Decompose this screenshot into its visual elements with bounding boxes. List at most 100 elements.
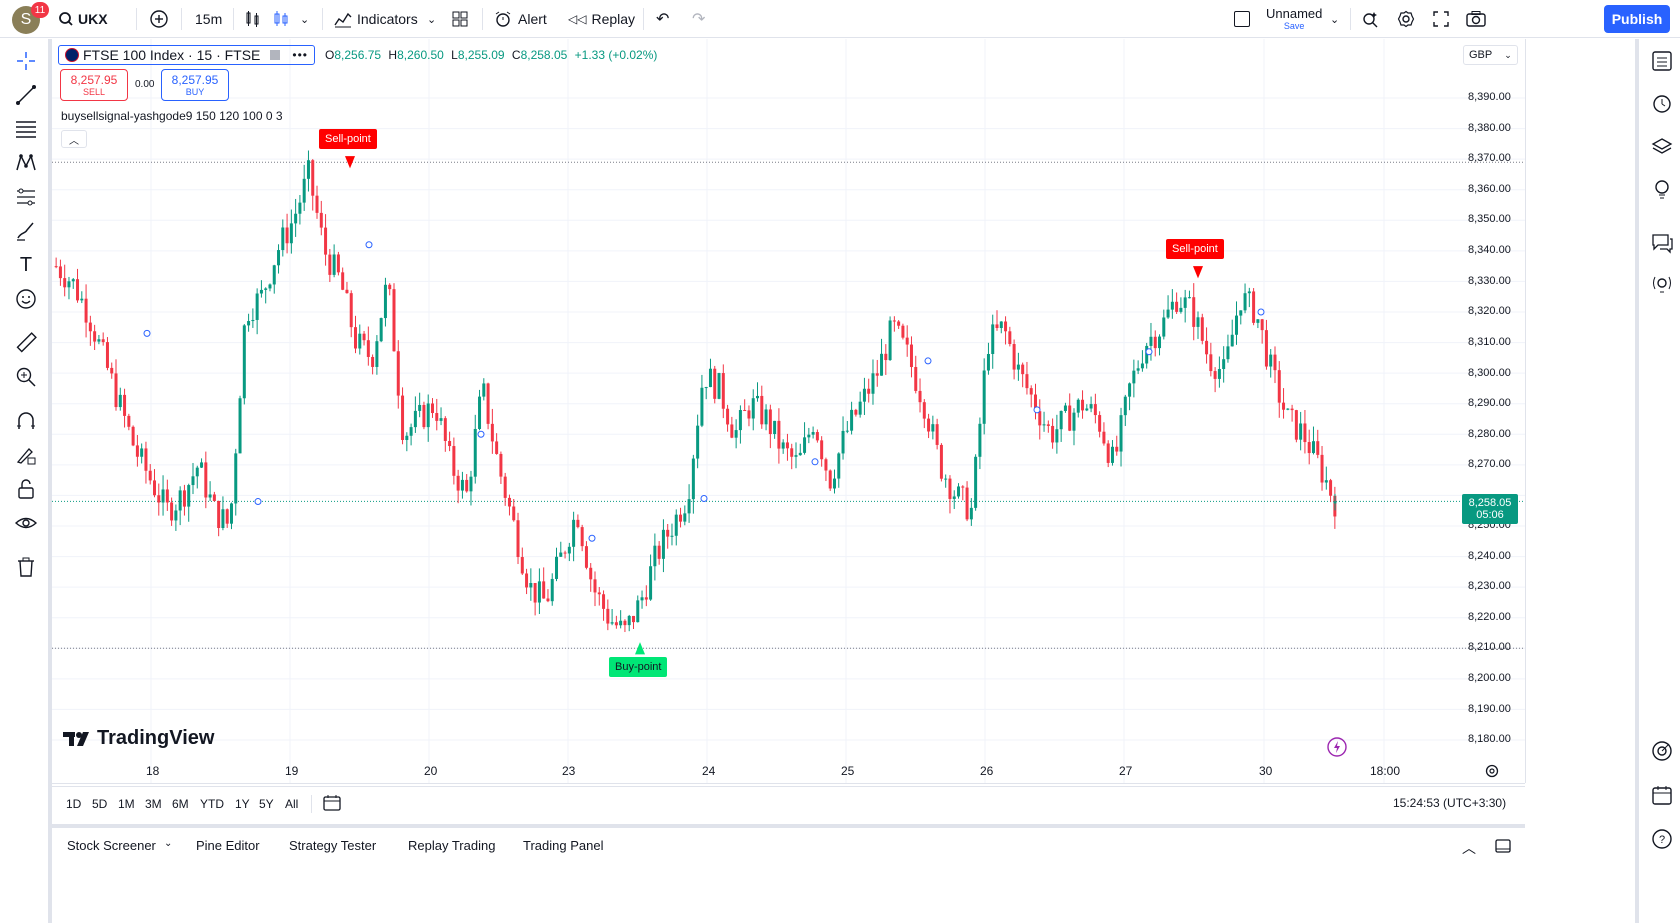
range-6m[interactable]: 6M — [172, 797, 189, 811]
snapshot-button[interactable] — [1466, 0, 1486, 38]
signals-icon[interactable] — [1648, 271, 1676, 299]
trend-line-icon[interactable] — [12, 81, 40, 109]
redo-icon[interactable]: ↷ — [692, 11, 706, 28]
calendar-icon[interactable] — [1648, 781, 1676, 809]
range-ytd[interactable]: YTD — [200, 797, 224, 811]
pattern-icon[interactable] — [12, 149, 40, 177]
templates-button[interactable] — [451, 0, 469, 38]
tab-trading-panel[interactable]: Trading Panel — [523, 838, 604, 853]
stay-drawing-icon[interactable] — [12, 441, 40, 469]
sell-button[interactable]: 8,257.95 SELL — [60, 69, 128, 101]
magnet-icon[interactable] — [12, 407, 40, 435]
target-icon[interactable] — [1648, 737, 1676, 765]
layers-icon[interactable] — [1648, 133, 1676, 161]
tab-pine-editor[interactable]: Pine Editor — [196, 838, 260, 853]
candle-body — [499, 453, 503, 477]
candle-body — [482, 383, 486, 397]
bar-style-button[interactable] — [244, 0, 262, 38]
fullscreen-button[interactable] — [1432, 0, 1450, 38]
chevron-down-icon[interactable]: ⌄ — [1330, 13, 1340, 26]
tab-stock-screener[interactable]: Stock Screener — [67, 838, 156, 853]
range-all[interactable]: All — [285, 797, 299, 811]
help-icon[interactable]: ? — [1648, 825, 1676, 853]
price-axis-label: 8,220.00 — [1468, 611, 1511, 623]
candle-body — [1021, 364, 1025, 375]
symbol-search[interactable]: UKX — [58, 0, 108, 38]
square-icon — [1234, 11, 1250, 27]
candle-body — [242, 325, 246, 399]
candle-body — [854, 409, 858, 415]
candle-body — [495, 441, 499, 454]
candle-body — [811, 432, 815, 435]
chart-clock[interactable]: 15:24:53 (UTC+3:30) — [1393, 796, 1507, 810]
candle-body — [1192, 297, 1196, 327]
compare-button[interactable] — [149, 0, 169, 38]
lightning-icon[interactable] — [1327, 737, 1347, 762]
range-1m[interactable]: 1M — [118, 797, 135, 811]
range-1y[interactable]: 1Y — [235, 797, 250, 811]
candle-body — [345, 289, 349, 294]
collapse-legend-button[interactable]: ︿ — [61, 130, 87, 148]
publish-button[interactable]: Publish — [1604, 5, 1670, 33]
horizontal-lines-icon[interactable] — [12, 115, 40, 143]
brush-icon[interactable] — [12, 217, 40, 245]
axis-settings-icon[interactable] — [1485, 764, 1499, 783]
idea-bulb-icon[interactable] — [1648, 175, 1676, 203]
range-5d[interactable]: 5D — [92, 797, 108, 811]
lock-icon[interactable] — [12, 475, 40, 503]
candle-body — [281, 227, 285, 251]
tab-strategy-tester[interactable]: Strategy Tester — [289, 838, 377, 853]
settings-button[interactable] — [1397, 0, 1415, 38]
range-3m[interactable]: 3M — [145, 797, 162, 811]
eye-icon[interactable] — [12, 509, 40, 537]
zoom-in-icon[interactable] — [12, 363, 40, 391]
smiley-icon[interactable] — [12, 285, 40, 313]
interval-button[interactable]: 15m — [195, 11, 223, 27]
candle-body — [730, 424, 734, 438]
replay-button[interactable]: ◁◁ Replay — [568, 0, 635, 38]
undo-icon[interactable]: ↶ — [656, 11, 670, 28]
candle-body — [1098, 415, 1102, 432]
candle-body — [679, 514, 683, 522]
tab-replay-trading[interactable]: Replay Trading — [408, 838, 496, 853]
chevron-down-icon[interactable]: ⌄ — [300, 13, 310, 26]
tradingview-logo[interactable]: TradingView — [63, 727, 214, 750]
go-to-date-icon[interactable] — [323, 794, 341, 817]
alarm-clock-icon[interactable] — [1648, 89, 1676, 117]
chevron-down-icon[interactable]: ⌄ — [164, 838, 173, 849]
candle-body — [862, 388, 866, 402]
trash-icon[interactable] — [12, 553, 40, 581]
ruler-icon[interactable] — [12, 329, 40, 357]
currency-select[interactable]: GBP ⌄ — [1463, 45, 1518, 65]
layout-name-button[interactable]: Unnamed Save — [1266, 0, 1322, 38]
chat-icon[interactable] — [1648, 229, 1676, 257]
chart-legend: FTSE 100 Index · 15 · FTSE ••• O8,256.75… — [58, 44, 657, 66]
candle-body — [1324, 480, 1328, 483]
quick-search-button[interactable] — [1361, 0, 1379, 38]
chevron-up-icon[interactable]: ︿ — [1462, 840, 1476, 856]
range-5y[interactable]: 5Y — [259, 797, 274, 811]
candle-body — [71, 279, 75, 282]
symbol-title-box[interactable]: FTSE 100 Index · 15 · FTSE ••• — [58, 45, 316, 65]
layout-checkbox[interactable] — [1234, 0, 1250, 38]
text-icon[interactable]: T — [19, 253, 33, 276]
candle-body — [837, 453, 841, 479]
indicator-legend[interactable]: buysellsignal-yashgode9 150 120 100 0 3 — [61, 109, 283, 123]
maximize-panel-icon[interactable] — [1495, 838, 1511, 857]
last-price-label: 8,258.05 05:06 — [1462, 494, 1518, 524]
range-1d[interactable]: 1D — [66, 797, 82, 811]
crosshair-icon[interactable] — [12, 47, 40, 75]
candle-body — [328, 254, 332, 275]
more-icon[interactable]: ••• — [292, 48, 309, 62]
prediction-icon[interactable] — [12, 183, 40, 211]
buy-button[interactable]: 8,257.95 BUY — [161, 69, 229, 101]
chevron-down-icon[interactable]: ⌄ — [427, 13, 437, 26]
watchlist-icon[interactable] — [1648, 47, 1676, 75]
price-chart[interactable] — [52, 39, 1525, 783]
alert-button[interactable]: Alert — [494, 0, 547, 38]
search-sparkle-icon — [1363, 12, 1378, 28]
candle-body — [413, 410, 417, 428]
indicators-button[interactable]: Indicators — [334, 0, 418, 38]
candles-button[interactable] — [272, 0, 290, 38]
candle-body — [708, 368, 712, 388]
